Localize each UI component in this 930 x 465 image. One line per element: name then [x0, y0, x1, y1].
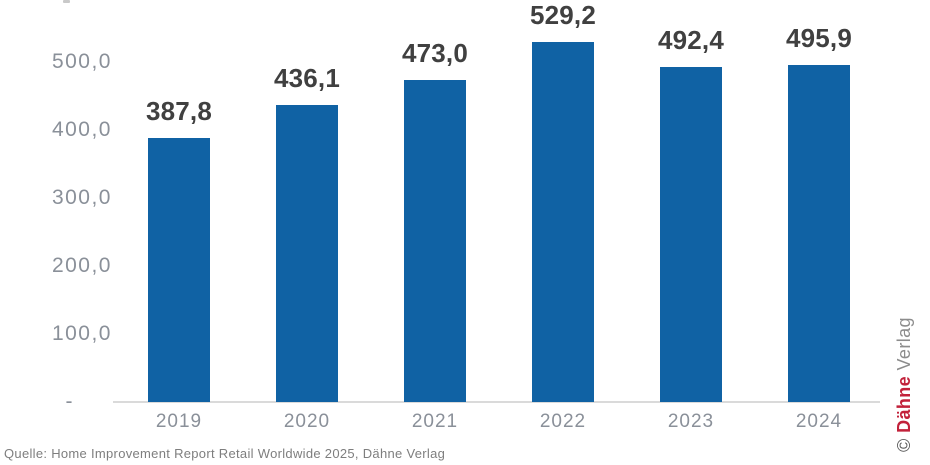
x-tick-2024: 2024 — [795, 411, 843, 432]
bar-2021 — [404, 80, 466, 402]
y-tick-100: 100,0 — [51, 322, 112, 345]
y-tick-300: 300,0 — [51, 186, 112, 209]
publisher-brand-name: Dähne — [894, 375, 914, 433]
cropped-tick-fragment — [63, 0, 70, 3]
x-tick-2019: 2019 — [155, 411, 203, 432]
y-tick-400: 400,0 — [51, 118, 112, 141]
bar-2020 — [276, 105, 338, 402]
x-tick-2023: 2023 — [667, 411, 715, 432]
y-tick-500: 500,0 — [51, 50, 112, 73]
bar-2022 — [532, 42, 594, 402]
bar-2023 — [660, 67, 722, 402]
x-tick-2021: 2021 — [411, 411, 459, 432]
value-label-2024: 495,9 — [785, 23, 853, 53]
value-label-2019: 387,8 — [145, 96, 213, 126]
x-tick-2020: 2020 — [283, 411, 331, 432]
bar-2019 — [148, 138, 210, 402]
value-label-2021: 473,0 — [401, 38, 469, 68]
value-label-2020: 436,1 — [273, 63, 341, 93]
copyright-watermark: © Dähne Verlag — [894, 317, 915, 452]
value-label-2023: 492,4 — [657, 25, 725, 55]
publisher-brand-suffix: Verlag — [894, 317, 914, 371]
y-tick-200: 200,0 — [51, 254, 112, 277]
value-label-2022: 529,2 — [529, 0, 597, 30]
y-tick-0: - — [65, 390, 74, 413]
x-tick-2022: 2022 — [539, 411, 587, 432]
bar-2024 — [788, 65, 850, 402]
copyright-symbol: © — [894, 438, 914, 452]
source-note: Quelle: Home Improvement Report Retail W… — [4, 446, 446, 461]
x-axis-line — [113, 401, 880, 403]
